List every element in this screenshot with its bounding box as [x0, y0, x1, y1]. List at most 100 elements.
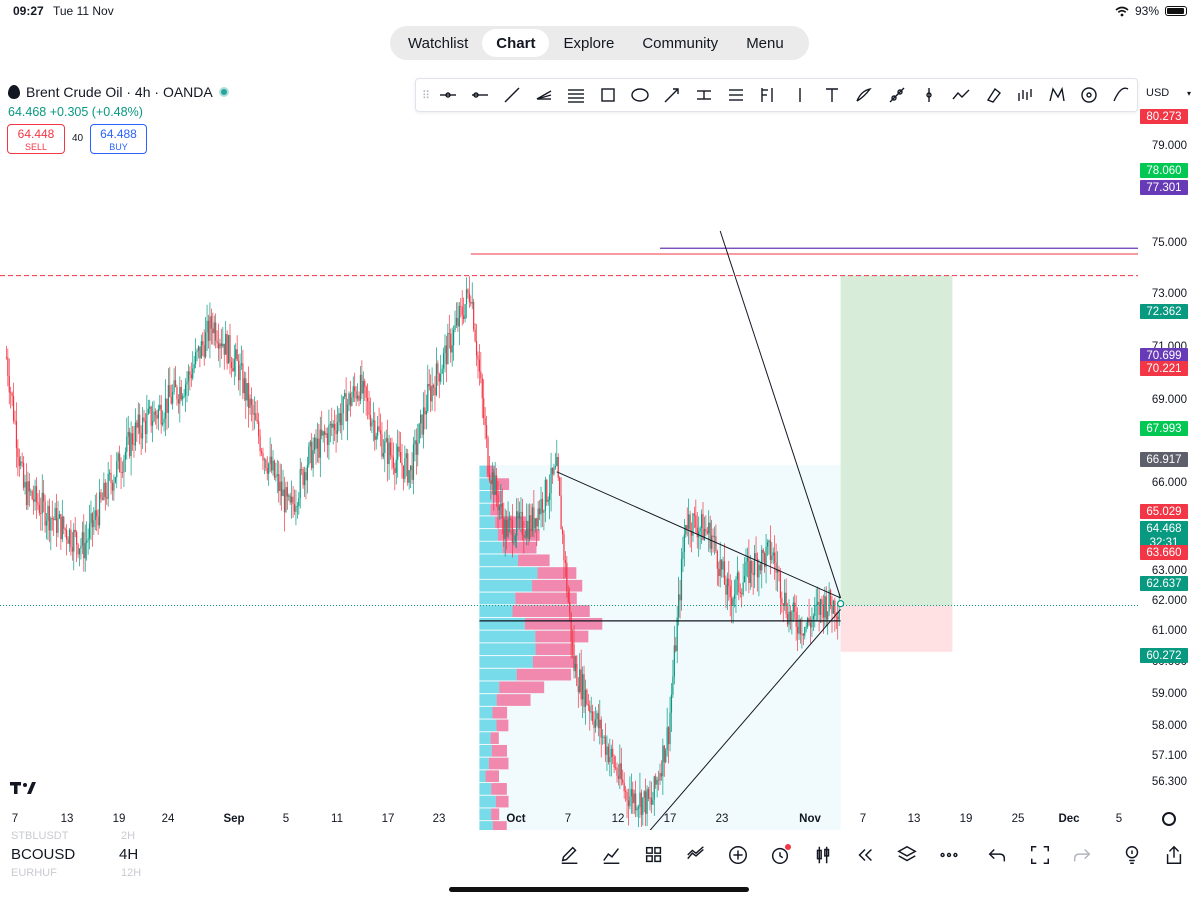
fullscreen-icon[interactable]: [1028, 843, 1052, 867]
path-tool[interactable]: [880, 80, 912, 110]
candle-body: [659, 773, 661, 781]
candle-body: [40, 513, 42, 514]
candle-body: [139, 414, 141, 434]
triangle-diagonal-line: [719, 230, 842, 599]
symbol-header[interactable]: Brent Crude Oil · 4h · OANDA: [8, 84, 229, 100]
candle-body: [692, 513, 694, 536]
candle-body: [604, 736, 607, 755]
candle-body: [666, 727, 668, 750]
candle-body: [657, 779, 660, 781]
vertical-line-tool[interactable]: [913, 80, 945, 110]
candle-body: [527, 520, 529, 540]
forecast-tool[interactable]: [945, 80, 977, 110]
candle-body: [177, 399, 179, 404]
candle-body: [662, 745, 664, 777]
candle-body: [282, 489, 284, 497]
candle-body: [668, 727, 670, 745]
candle-body: [387, 438, 389, 464]
price-axis-tick: 66.000: [1151, 477, 1187, 489]
candle-body: [758, 564, 760, 578]
price-chart[interactable]: [0, 0, 1199, 830]
candle-body: [163, 418, 165, 423]
candle-body: [169, 385, 171, 397]
layout-grid-icon[interactable]: [642, 843, 666, 867]
candle-body: [468, 293, 470, 303]
tab-watchlist[interactable]: Watchlist: [408, 34, 469, 52]
arrow-tool[interactable]: [656, 80, 688, 110]
curve-tool[interactable]: [1105, 80, 1137, 110]
date-range-tool[interactable]: [720, 80, 752, 110]
tab-menu[interactable]: Menu: [746, 34, 784, 52]
candle-body: [703, 528, 706, 540]
horizontal-ray-tool[interactable]: [432, 80, 464, 110]
replay-icon[interactable]: [853, 843, 877, 867]
xabcd-pattern-tool[interactable]: [1041, 80, 1073, 110]
ellipse-tool[interactable]: [624, 80, 656, 110]
buy-button[interactable]: 64.488 BUY: [90, 124, 147, 154]
candle-body: [630, 789, 632, 797]
price-range-tool[interactable]: [688, 80, 720, 110]
candle-body: [192, 368, 194, 379]
candle-body: [345, 393, 347, 422]
indicators-icon[interactable]: [600, 843, 624, 867]
bars-pattern-tool[interactable]: [1009, 80, 1041, 110]
tab-chart[interactable]: Chart: [482, 29, 550, 57]
candle-body: [602, 737, 604, 738]
volume-profile-bar: [479, 757, 489, 770]
candle-body: [199, 346, 201, 359]
tab-explore[interactable]: Explore: [563, 34, 615, 52]
drag-handle-icon[interactable]: ⠿: [422, 89, 431, 102]
candle-body: [534, 518, 536, 529]
candle-body: [318, 438, 320, 458]
candle-body: [536, 518, 538, 527]
brush-tool[interactable]: [848, 80, 880, 110]
candle-body: [809, 622, 812, 628]
chart-settings-icon[interactable]: [1162, 812, 1176, 826]
undo-icon[interactable]: [985, 843, 1009, 867]
pen-icon[interactable]: [558, 843, 582, 867]
candle-body: [263, 459, 265, 461]
horizontal-line-tool[interactable]: [464, 80, 496, 110]
text-tool[interactable]: [816, 80, 848, 110]
alert-icon[interactable]: [768, 843, 792, 867]
fib-retracement-tool[interactable]: [752, 80, 784, 110]
share-icon[interactable]: [1162, 843, 1186, 867]
candle-body: [821, 599, 823, 605]
idea-icon[interactable]: [1120, 843, 1144, 867]
candle-body: [798, 619, 800, 634]
trend-line-tool[interactable]: [496, 80, 528, 110]
candles-icon[interactable]: [811, 843, 835, 867]
add-icon[interactable]: [726, 843, 750, 867]
candle-body: [45, 520, 48, 526]
candle-body: [375, 435, 377, 440]
tab-community[interactable]: Community: [642, 34, 719, 52]
circle-tool[interactable]: [1073, 80, 1105, 110]
compare-icon[interactable]: [684, 843, 708, 867]
sell-button[interactable]: 64.448 SELL: [7, 124, 65, 154]
pitchfork-tool[interactable]: [528, 80, 560, 110]
candle-body: [212, 328, 214, 334]
candle-body: [21, 461, 23, 463]
redo-icon[interactable]: [1070, 843, 1094, 867]
symbol-picker[interactable]: BCOUSD: [11, 846, 76, 863]
candle-body: [298, 498, 300, 507]
buy-label: BUY: [109, 142, 128, 152]
layers-icon[interactable]: [895, 843, 919, 867]
more-icon[interactable]: [937, 843, 961, 867]
rectangle-tool[interactable]: [592, 80, 624, 110]
time-axis-label: 7: [11, 813, 19, 825]
home-indicator[interactable]: [449, 887, 749, 892]
currency-select[interactable]: USD ▾: [1141, 83, 1195, 103]
candle-body: [58, 514, 61, 519]
candle-body: [68, 529, 71, 544]
parallel-channel-tool[interactable]: [560, 80, 592, 110]
candle-body: [415, 440, 417, 455]
volume-profile-bar: [491, 783, 507, 795]
volume-profile-bar: [479, 681, 500, 694]
interval-picker[interactable]: 4H: [119, 846, 139, 863]
symbol-title[interactable]: Brent Crude Oil · 4h · OANDA: [26, 84, 213, 100]
candle-body: [354, 386, 356, 392]
eraser-tool[interactable]: [977, 80, 1009, 110]
candle-body: [488, 473, 491, 481]
vertical-marker-tool[interactable]: [784, 80, 816, 110]
